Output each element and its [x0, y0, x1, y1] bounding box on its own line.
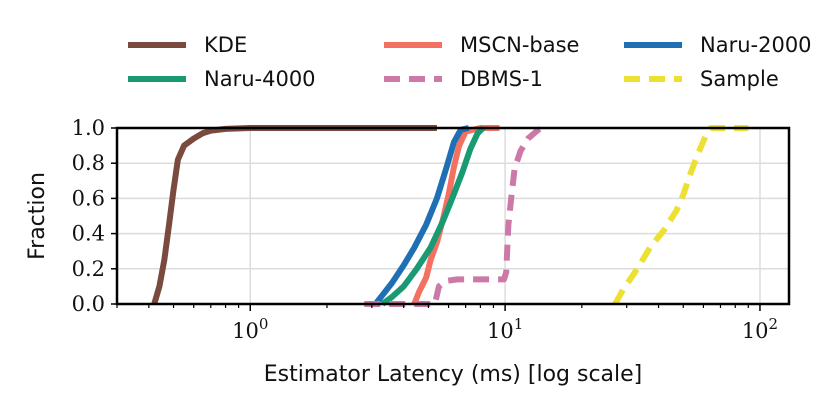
x-axis-title: Estimator Latency (ms) [log scale]: [264, 362, 643, 387]
legend: KDE MSCN-base Naru-2000 Naru-4000 DBMS-1 Samp…: [128, 33, 812, 91]
x-tick-label: 102: [742, 315, 778, 343]
y-axis-title: Fraction: [25, 172, 50, 260]
plot-frame: [115, 126, 791, 306]
legend-label: Naru-4000: [204, 67, 316, 91]
y-tick-label: 0.6: [72, 186, 105, 210]
y-tick-label: 0.4: [72, 222, 105, 246]
series-line-naru-2000: [373, 125, 470, 306]
y-tick-label: 0.8: [72, 151, 105, 175]
x-tick-label: 100: [232, 315, 268, 343]
series-layer: [151, 125, 749, 307]
legend-label: DBMS-1: [460, 67, 543, 91]
y-tick-label: 1.0: [72, 116, 105, 140]
y-tick-label: 0.0: [72, 292, 105, 316]
series-line-sample: [612, 125, 749, 306]
series-line-dbms-1: [364, 125, 546, 307]
series-line-naru-4000: [380, 125, 486, 307]
ticks: 0.0 0.2 0.4 0.6 0.8 1.0 100 101 102: [72, 116, 779, 343]
legend-label: KDE: [204, 33, 247, 57]
y-tick-label: 0.2: [72, 257, 105, 281]
x-tick-label: 101: [487, 315, 523, 343]
legend-label: Sample: [700, 67, 779, 91]
legend-label: MSCN-base: [460, 33, 579, 57]
legend-label: Naru-2000: [700, 33, 812, 57]
